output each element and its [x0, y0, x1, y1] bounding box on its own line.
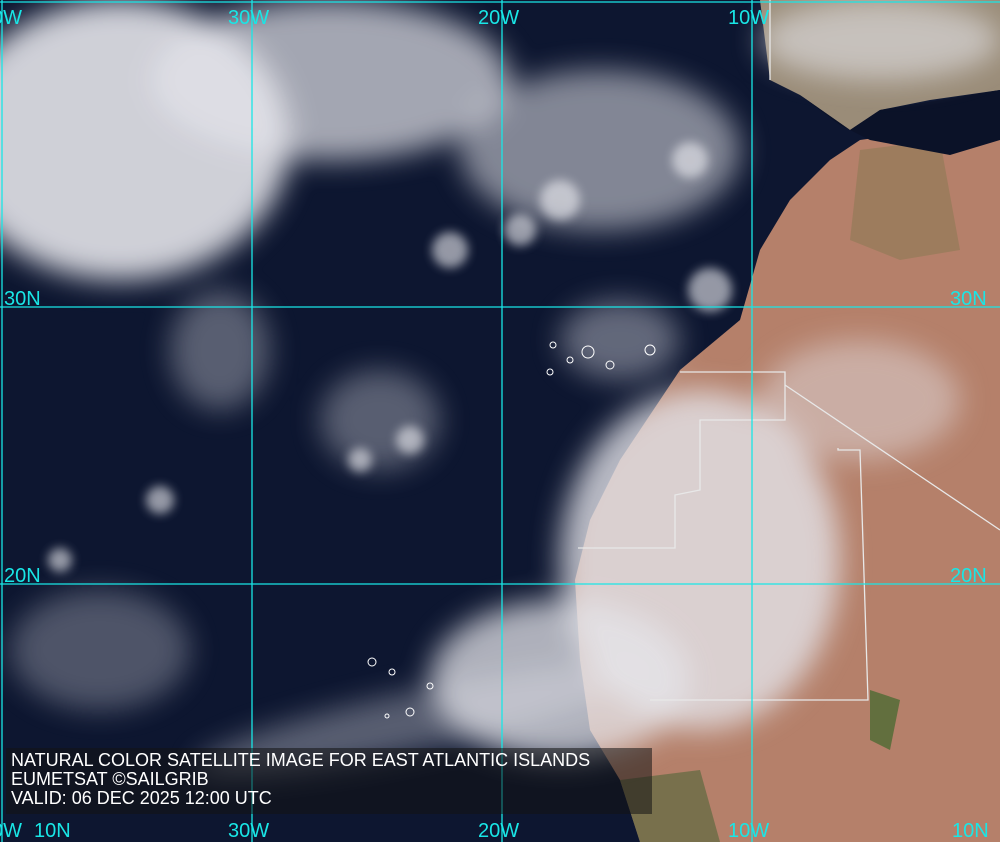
lon-label-top-30w: 30W	[228, 7, 270, 29]
lon-label-top-10w: 10W	[728, 7, 770, 29]
cloud-cells	[48, 142, 732, 572]
lat-label-right-10n: 10N	[952, 820, 989, 842]
lon-label-bottom-0: 0W	[0, 820, 22, 842]
caption-box: NATURAL COLOR SATELLITE IMAGE FOR EAST A…	[6, 748, 652, 814]
lon-label-bottom-30w: 30W	[228, 820, 270, 842]
lat-label-left-30n: 30N	[4, 288, 41, 310]
country-borders	[578, 0, 1000, 701]
lat-label-right-30n: 30N	[950, 288, 987, 310]
credit: EUMETSAT ©SAILGRIB	[11, 769, 209, 789]
lat-label-right-20n: 20N	[950, 565, 987, 587]
islands	[367, 341, 656, 719]
image-title: NATURAL COLOR SATELLITE IMAGE FOR EAST A…	[11, 750, 591, 770]
lon-label-top-0: 0W	[0, 7, 22, 29]
valid-time: VALID: 06 DEC 2025 12:00 UTC	[11, 788, 272, 808]
lon-label-bottom-20w: 20W	[478, 820, 520, 842]
sea	[800, 90, 1000, 155]
lon-label-top-20w: 20W	[478, 7, 520, 29]
lat-label-left-10n: 10N	[34, 820, 71, 842]
lon-label-bottom-10w: 10W	[728, 820, 770, 842]
lat-label-left-20n: 20N	[4, 565, 41, 587]
